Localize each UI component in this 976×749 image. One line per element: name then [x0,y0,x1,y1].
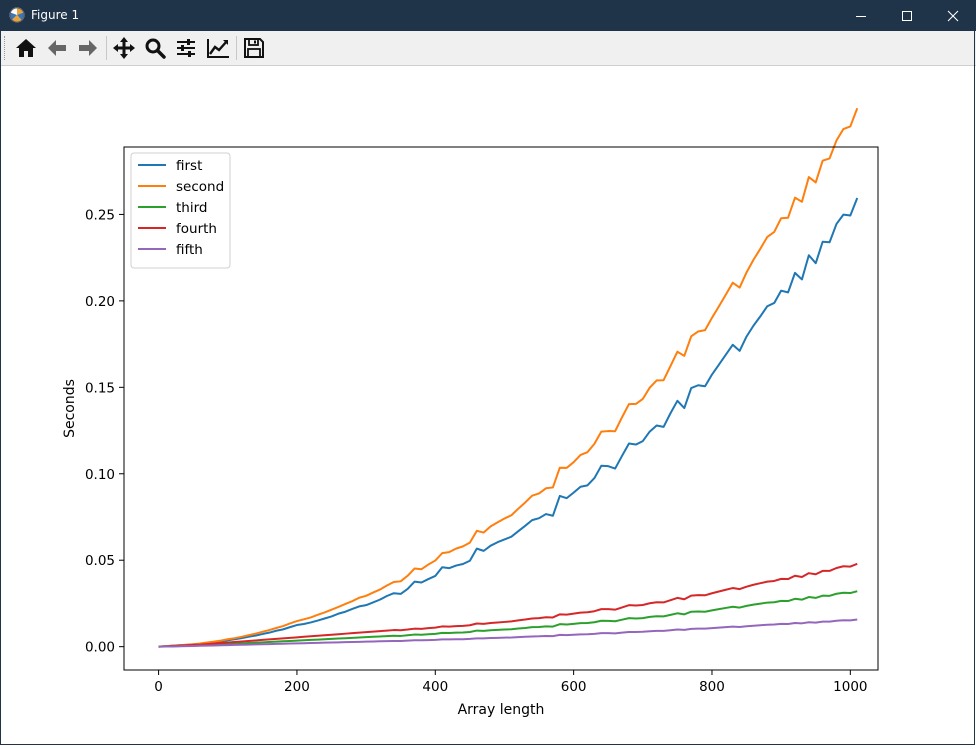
y-axis-label: Seconds [62,379,78,438]
floppy-disk-icon [244,38,264,58]
x-tick-label: 0 [154,679,163,695]
minimize-icon [856,15,866,17]
subplots-button[interactable] [172,34,200,62]
maximize-button[interactable] [884,0,930,31]
navigation-toolbar [0,31,976,66]
series-line-fourth [158,562,858,648]
axes-frame [123,146,879,671]
series-line-third [158,590,858,648]
figure-canvas[interactable]: 0 200 400 600 800 1000 0.00 0.05 0.10 0.15 0.20 0.2… [1,66,975,745]
y-tick-label: 0.10 [85,467,115,483]
window-title: Figure 1 [31,8,80,22]
series-line-second [158,107,859,648]
maximize-icon [902,10,912,21]
y-tick-label: 0.15 [85,380,115,396]
magnifier-icon [145,38,166,59]
close-icon [947,10,959,21]
minimize-button[interactable] [838,0,884,31]
ticks-layer: 0 200 400 600 800 1000 0.00 0.05 0.10 0.15 0.20 0.2… [85,207,868,695]
pan-button[interactable] [110,34,138,62]
home-icon [16,39,36,57]
home-button[interactable] [12,34,40,62]
toolbar-grip[interactable] [4,36,7,60]
legend-label-third: third [176,200,207,216]
legend: first second third fourth fifth [130,152,231,269]
series-line-fifth [158,618,858,648]
series-line-first [158,197,859,648]
forward-button[interactable] [74,34,102,62]
back-button[interactable] [43,34,71,62]
save-button[interactable] [240,34,268,62]
y-tick-label: 0.20 [85,294,115,310]
matplotlib-icon [9,7,25,23]
y-tick-label: 0.00 [85,640,115,656]
back-arrow-icon [48,40,66,56]
legend-label-first: first [176,158,202,174]
close-button[interactable] [930,0,976,31]
legend-label-second: second [176,179,224,195]
line-chart[interactable]: 0 200 400 600 800 1000 0.00 0.05 0.10 0.15 0.20 0.2… [1,66,975,745]
legend-label-fifth: fifth [176,242,203,258]
toolbar-separator [236,36,237,60]
x-tick-label: 600 [561,679,587,695]
move-icon [113,37,135,59]
x-tick-label: 1000 [833,679,867,695]
x-tick-label: 800 [699,679,725,695]
legend-label-fourth: fourth [176,221,217,237]
toolbar-separator [106,36,107,60]
forward-arrow-icon [79,40,97,56]
x-axis-label: Array length [458,702,545,718]
x-tick-label: 200 [284,679,310,695]
x-tick-label: 400 [422,679,448,695]
chart-line-icon [207,39,229,58]
sliders-icon [177,39,195,57]
series-layer [158,107,859,648]
zoom-button[interactable] [141,34,169,62]
window-titlebar: Figure 1 [0,0,976,31]
y-tick-label: 0.05 [85,553,115,569]
legend-box [130,152,231,269]
edit-axis-button[interactable] [204,34,232,62]
y-tick-label: 0.25 [85,207,115,223]
